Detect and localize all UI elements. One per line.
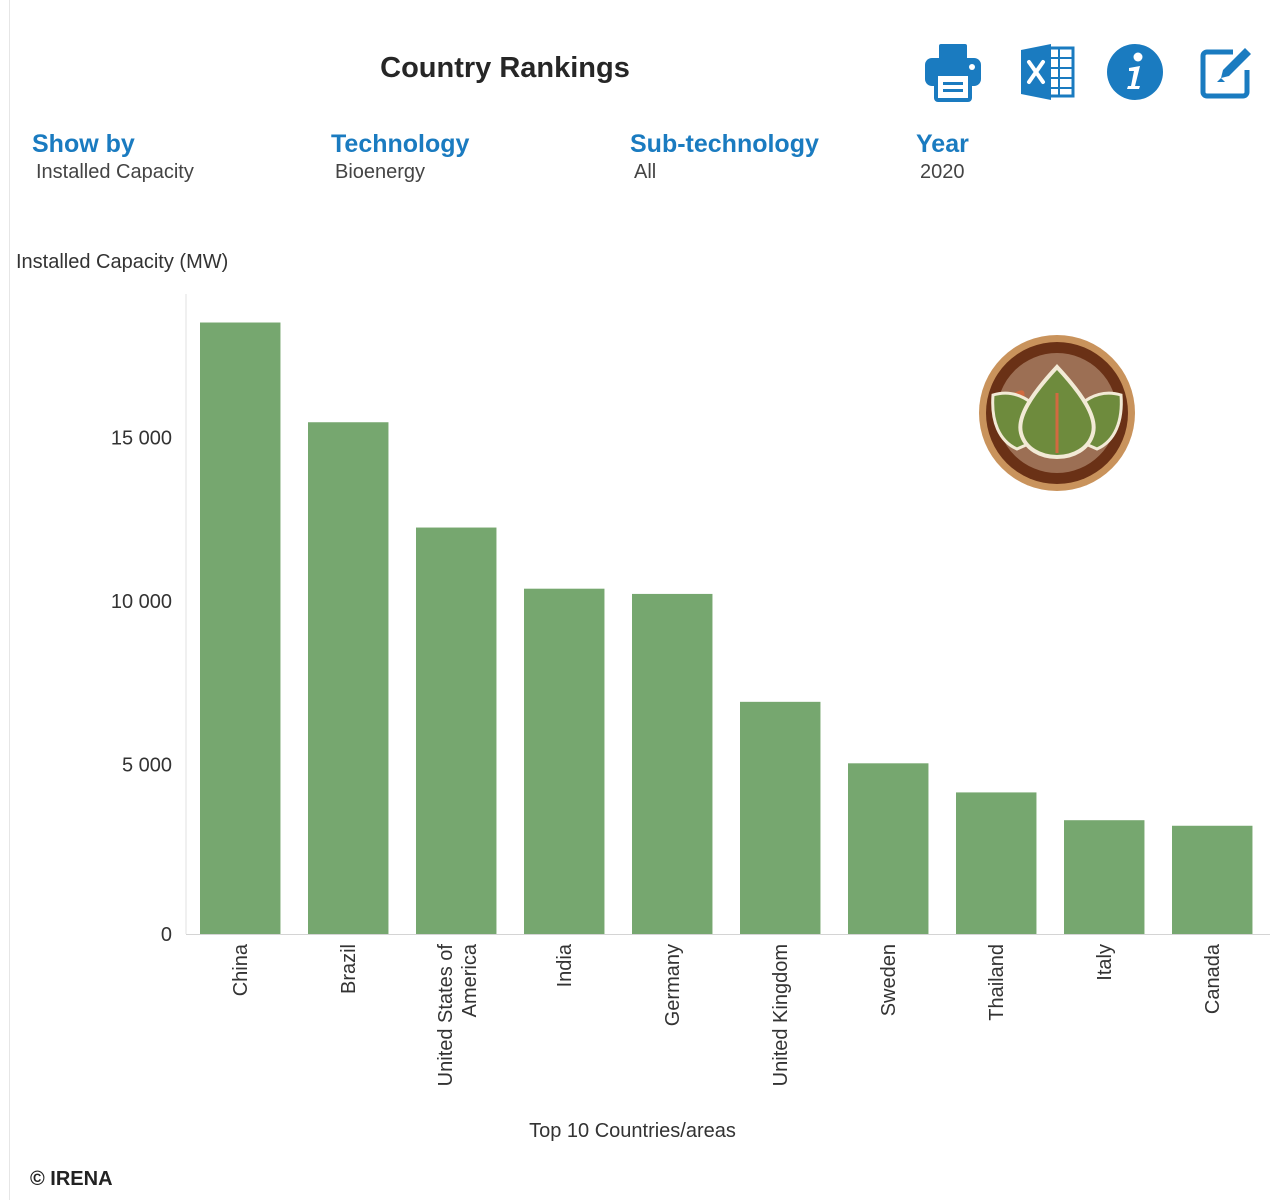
chart-x-labels: China Brazil United States of America India G… (230, 943, 1224, 1086)
y-axis-title: Installed Capacity (MW) (16, 251, 229, 273)
bar-germany[interactable] (632, 593, 713, 934)
x-tick-label: Brazil (338, 944, 360, 994)
bar-sweden[interactable] (848, 763, 929, 934)
excel-icon (1021, 44, 1075, 100)
bioenergy-leaf-icon (979, 335, 1135, 491)
filter-year[interactable]: Year 2020 (916, 128, 969, 184)
filter-sub-technology[interactable]: Sub-technology All (630, 128, 819, 184)
filter-label: Show by (32, 130, 135, 158)
chart-bars (200, 322, 1253, 934)
filter-technology[interactable]: Technology Bioenergy (331, 128, 469, 184)
y-tick-label: 15 000 (111, 428, 172, 450)
filter-label: Year (916, 130, 969, 158)
filter-value: Installed Capacity (36, 161, 194, 183)
y-tick-label: 0 (161, 924, 172, 946)
x-tick-label: India (554, 943, 576, 987)
y-tick-label: 10 000 (111, 591, 172, 613)
bar-india[interactable] (524, 588, 605, 934)
chart-axes (185, 294, 1270, 935)
x-tick-label: United Kingdom (770, 944, 792, 1086)
page-title: Country Rankings (380, 52, 630, 84)
edit-icon (1200, 48, 1251, 99)
bar-canada[interactable] (1172, 825, 1253, 934)
bar-italy[interactable] (1064, 820, 1145, 934)
excel-export-button[interactable] (1015, 40, 1079, 104)
toolbar (915, 40, 1265, 106)
info-icon (1107, 44, 1163, 100)
edit-button[interactable] (1195, 40, 1259, 104)
info-button[interactable] (1103, 40, 1167, 104)
filter-label: Sub-technology (630, 130, 819, 158)
print-button[interactable] (921, 40, 985, 104)
x-tick-label: United States of America (435, 943, 481, 1086)
bar-united-states-of-america[interactable] (416, 527, 497, 934)
x-tick-label: Thailand (986, 944, 1008, 1021)
x-tick-label: Canada (1202, 943, 1224, 1014)
y-tick-label: 5 000 (122, 755, 172, 777)
chart-y-ticks: 0 5 000 10 000 15 000 (111, 428, 172, 947)
x-tick-label: China (230, 943, 252, 996)
bar-china[interactable] (200, 322, 281, 934)
left-border (9, 0, 10, 1200)
filter-label: Technology (331, 130, 470, 158)
filter-value: 2020 (920, 161, 965, 183)
bar-thailand[interactable] (956, 792, 1037, 934)
filter-value: All (634, 161, 657, 183)
copyright: © IRENA (30, 1168, 113, 1190)
x-tick-label: Germany (662, 944, 684, 1026)
bar-chart: 0 5 000 10 000 15 000 China Brazil United Sta… (111, 294, 1270, 1086)
x-tick-label: Italy (1094, 944, 1116, 981)
bar-brazil[interactable] (308, 422, 389, 934)
filter-show-by[interactable]: Show by Installed Capacity (32, 128, 194, 184)
x-axis-title: Top 10 Countries/areas (529, 1120, 736, 1142)
bar-united-kingdom[interactable] (740, 701, 821, 934)
printer-icon (925, 44, 981, 102)
x-tick-label: Sweden (878, 944, 900, 1016)
filter-value: Bioenergy (335, 161, 426, 183)
